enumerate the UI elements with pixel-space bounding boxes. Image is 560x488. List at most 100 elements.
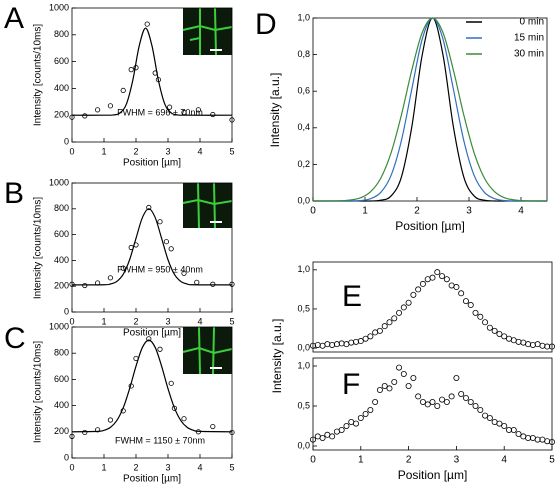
data-point [229, 117, 235, 123]
y-tick-label: 1,0 [297, 12, 310, 22]
data-point [429, 398, 436, 405]
data-point [69, 281, 75, 287]
y-tick-label: 0 [64, 306, 69, 316]
data-point [405, 382, 412, 389]
data-point [210, 111, 216, 118]
x-axis-label: Position [µm] [123, 158, 181, 169]
data-point [419, 398, 426, 405]
x-tick-label: 0 [310, 206, 316, 217]
y-tick-label: 800 [54, 203, 69, 213]
x-tick-label: 3 [466, 206, 472, 217]
data-point [539, 342, 546, 349]
data-point [424, 401, 431, 408]
legend-label: 30 min [514, 49, 544, 60]
data-point [400, 304, 407, 311]
data-point [400, 370, 407, 377]
data-point [333, 341, 340, 348]
panel-label: B [4, 177, 24, 210]
data-point [210, 281, 216, 287]
legend-label: 15 min [514, 33, 544, 44]
y-tick-label: 0,0 [297, 342, 310, 352]
data-point [157, 346, 163, 352]
y-axis-label: Intensity [counts/10ms] [33, 341, 44, 443]
x-tick-label: 2 [406, 455, 412, 466]
data-point [181, 416, 187, 422]
data-point [195, 107, 201, 113]
x-tick-label: 1 [101, 316, 106, 326]
curve [312, 17, 548, 202]
data-point [353, 420, 360, 427]
data-point [501, 333, 508, 340]
data-point [486, 324, 493, 331]
data-point [458, 290, 465, 297]
data-point [439, 273, 446, 280]
x-tick-label: 5 [229, 462, 234, 472]
data-point [329, 341, 336, 348]
panel-label: A [4, 2, 24, 35]
data-point [210, 423, 216, 430]
x-tick-label: 0 [310, 455, 316, 466]
data-point [515, 430, 522, 437]
y-tick-label: 1,0 [297, 264, 310, 274]
legend-label: 0 min [520, 17, 544, 28]
data-point [128, 67, 134, 73]
data-point [107, 103, 114, 109]
data-point [95, 427, 101, 433]
data-point [82, 282, 88, 289]
y-axis-label: Intensity [counts/10ms] [33, 24, 44, 126]
x-tick-label: 1 [101, 146, 106, 156]
data-point [144, 21, 150, 27]
data-point [314, 341, 321, 348]
data-point [486, 414, 493, 421]
data-point [472, 402, 479, 409]
data-point [357, 338, 364, 345]
curve [71, 208, 233, 286]
data-point [434, 402, 441, 409]
data-point [362, 410, 369, 417]
y-tick-label: 0,0 [297, 195, 310, 205]
data-point [343, 422, 350, 429]
y-tick-label: 0,0 [297, 440, 310, 450]
data-point [501, 422, 508, 429]
data-point [453, 284, 460, 291]
data-point [391, 378, 398, 385]
data-point [146, 336, 152, 342]
data-point [146, 204, 152, 211]
plot-frame [71, 7, 233, 143]
data-point [357, 414, 364, 421]
data-point [410, 291, 417, 298]
data-point [69, 433, 75, 439]
data-point [529, 341, 536, 348]
data-point [367, 333, 374, 340]
x-tick-label: 1 [362, 206, 368, 217]
data-point [525, 341, 532, 348]
data-point [95, 107, 101, 113]
x-axis-label: Position [µm] [123, 474, 181, 485]
data-point [549, 438, 556, 445]
x-tick-label: 2 [133, 146, 138, 156]
inset-a [182, 7, 233, 56]
data-point [467, 302, 474, 309]
y-tick-label: 0,5 [297, 303, 310, 313]
data-point [367, 406, 374, 413]
data-point [376, 327, 383, 334]
curve [313, 17, 547, 202]
y-tick-label: 200 [54, 110, 69, 120]
curve [71, 339, 233, 433]
panel-label: E [342, 280, 362, 313]
x-tick-label: 3 [165, 316, 170, 326]
data-point [69, 114, 75, 120]
plot-frame [71, 326, 233, 459]
data-point [544, 438, 551, 445]
data-point [434, 269, 441, 276]
annotation: FWHM = 696 ± 70nm [117, 107, 203, 117]
data-point [477, 313, 484, 320]
data-point [462, 394, 469, 401]
data-point [362, 335, 369, 342]
y-tick-label: 1000 [49, 177, 69, 187]
data-point [396, 364, 403, 371]
x-axis-label: Position [µm] [395, 219, 465, 233]
data-point [167, 104, 173, 110]
y-tick-label: 0,5 [297, 400, 310, 410]
